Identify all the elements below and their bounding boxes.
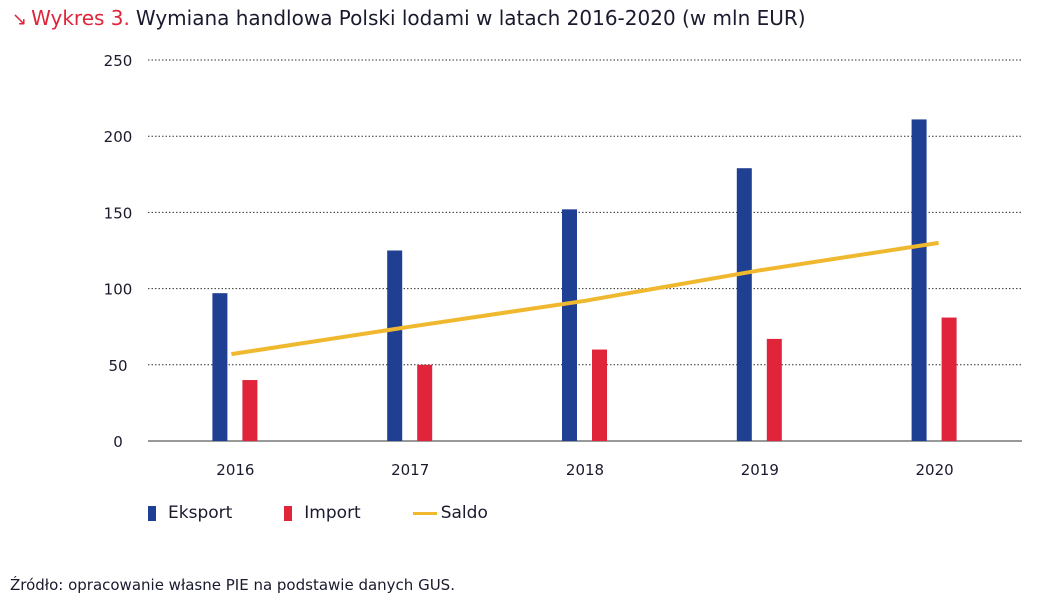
bar-import-2017 xyxy=(417,364,433,441)
legend-label-import: Import xyxy=(304,503,361,523)
legend-item-saldo: Saldo xyxy=(412,503,488,523)
legend-item-eksport: Eksport xyxy=(148,503,232,523)
legend: Eksport Import Saldo xyxy=(148,503,540,523)
legend-label-eksport: Eksport xyxy=(168,503,233,523)
y-tick-label: 250 xyxy=(104,52,133,70)
figure-label: Wykres 3. xyxy=(31,6,130,30)
x-tick-label: 2019 xyxy=(741,461,779,479)
bar-eksport-2020 xyxy=(911,119,927,441)
chart-header: ↘ Wykres 3. Wymiana handlowa Polski lodami… xyxy=(12,6,806,30)
bar-import-2016 xyxy=(242,380,258,441)
chart-title: Wymiana handlowa Polski lodami w latach … xyxy=(135,6,806,30)
legend-swatch-import xyxy=(284,505,293,521)
y-tick-label: 50 xyxy=(108,357,127,375)
legend-swatch-eksport xyxy=(148,505,156,521)
arrow-down-right-icon: ↘ xyxy=(12,9,28,30)
y-tick-label: 200 xyxy=(104,128,133,146)
y-tick-label: 0 xyxy=(113,433,123,451)
legend-label-saldo: Saldo xyxy=(440,503,488,523)
chart-area: 0 50 100 150 200 250 2016 2017 2018 2019 2020 xyxy=(104,52,1022,479)
bar-eksport-2016 xyxy=(212,293,228,441)
x-tick-label: 2016 xyxy=(216,461,254,479)
bar-eksport-2017 xyxy=(387,250,403,441)
line-saldo xyxy=(231,240,939,357)
legend-item-import: Import xyxy=(284,503,361,523)
legend-swatch-saldo xyxy=(412,511,437,515)
bar-import-2018 xyxy=(592,349,607,441)
bar-eksport-2019 xyxy=(736,168,752,442)
bar-import-2020 xyxy=(941,317,957,441)
x-tick-label: 2017 xyxy=(391,461,429,479)
x-tick-label: 2020 xyxy=(916,461,954,479)
y-tick-label: 100 xyxy=(104,281,133,299)
source-note: Źródło: opracowanie własne PIE na podsta… xyxy=(10,576,455,594)
x-tick-label: 2018 xyxy=(566,461,604,479)
bar-import-2019 xyxy=(766,338,782,441)
y-tick-label: 150 xyxy=(104,204,133,222)
bar-eksport-2018 xyxy=(562,209,577,441)
